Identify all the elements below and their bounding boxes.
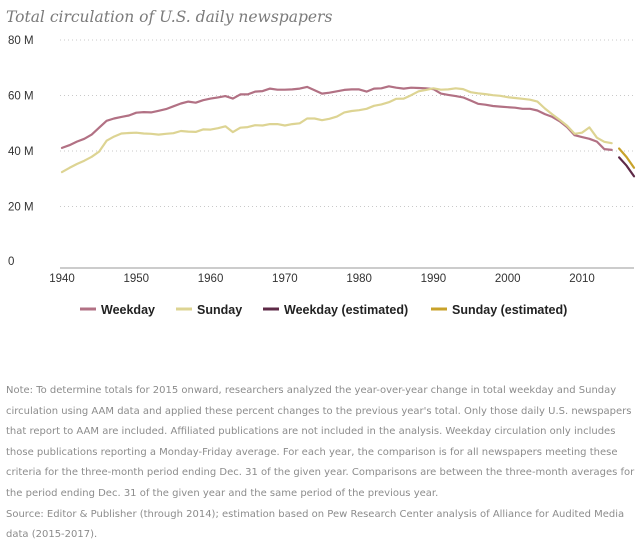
- legend: Weekday Sunday Weekday (estimated) Sunday (…: [80, 303, 567, 317]
- x-tick-label: 1960: [198, 273, 224, 285]
- series-line-sunday: [60, 87, 613, 174]
- y-tick-label: 20 M: [8, 202, 34, 214]
- legend-item: Sunday (estimated): [431, 303, 567, 317]
- series-lines: [60, 85, 636, 178]
- series-line-sunday-estimated: [617, 147, 636, 169]
- x-tick-label: 2000: [495, 273, 521, 285]
- x-tick-label: 1990: [421, 273, 447, 285]
- gridlines: [60, 39, 634, 269]
- legend-label: Sunday: [197, 303, 242, 317]
- legend-label: Weekday (estimated): [284, 303, 408, 317]
- note-text: Note: To determine totals for 2015 onwar…: [6, 385, 635, 499]
- legend-label: Sunday (estimated): [452, 303, 567, 317]
- legend-item: Weekday (estimated): [263, 303, 408, 317]
- source-text: Source: Editor & Publisher (through 2014…: [6, 508, 625, 541]
- x-tick-label: 1970: [272, 273, 298, 285]
- chart-note: Note: To determine totals for 2015 onwar…: [6, 381, 636, 546]
- x-tick-label: 1940: [49, 273, 75, 285]
- y-tick-label: 60 M: [8, 91, 34, 103]
- y-tick-label: 80 M: [8, 35, 34, 47]
- series-line-weekday: [60, 85, 613, 151]
- y-tick-label: 40 M: [8, 146, 34, 158]
- chart-title: Total circulation of U.S. daily newspape…: [6, 8, 333, 26]
- legend-label: Weekday: [101, 303, 155, 317]
- legend-item: Sunday: [176, 303, 242, 317]
- series-line-weekday-estimated: [617, 156, 636, 178]
- legend-item: Weekday: [80, 303, 155, 317]
- x-tick-label: 2010: [569, 273, 595, 285]
- x-axis-ticks: 1940 1950 1960 1970 1980 1990 2000 2010: [49, 273, 595, 285]
- y-axis-ticks: 0 20 M 40 M 60 M 80 M: [8, 35, 34, 268]
- line-chart: 020 M40 M60 M80 M 1940 1950 1960 1970 1980 19…: [8, 35, 636, 317]
- x-tick-label: 1980: [346, 273, 372, 285]
- y-tick-label: 0: [8, 256, 14, 268]
- x-tick-label: 1950: [123, 273, 149, 285]
